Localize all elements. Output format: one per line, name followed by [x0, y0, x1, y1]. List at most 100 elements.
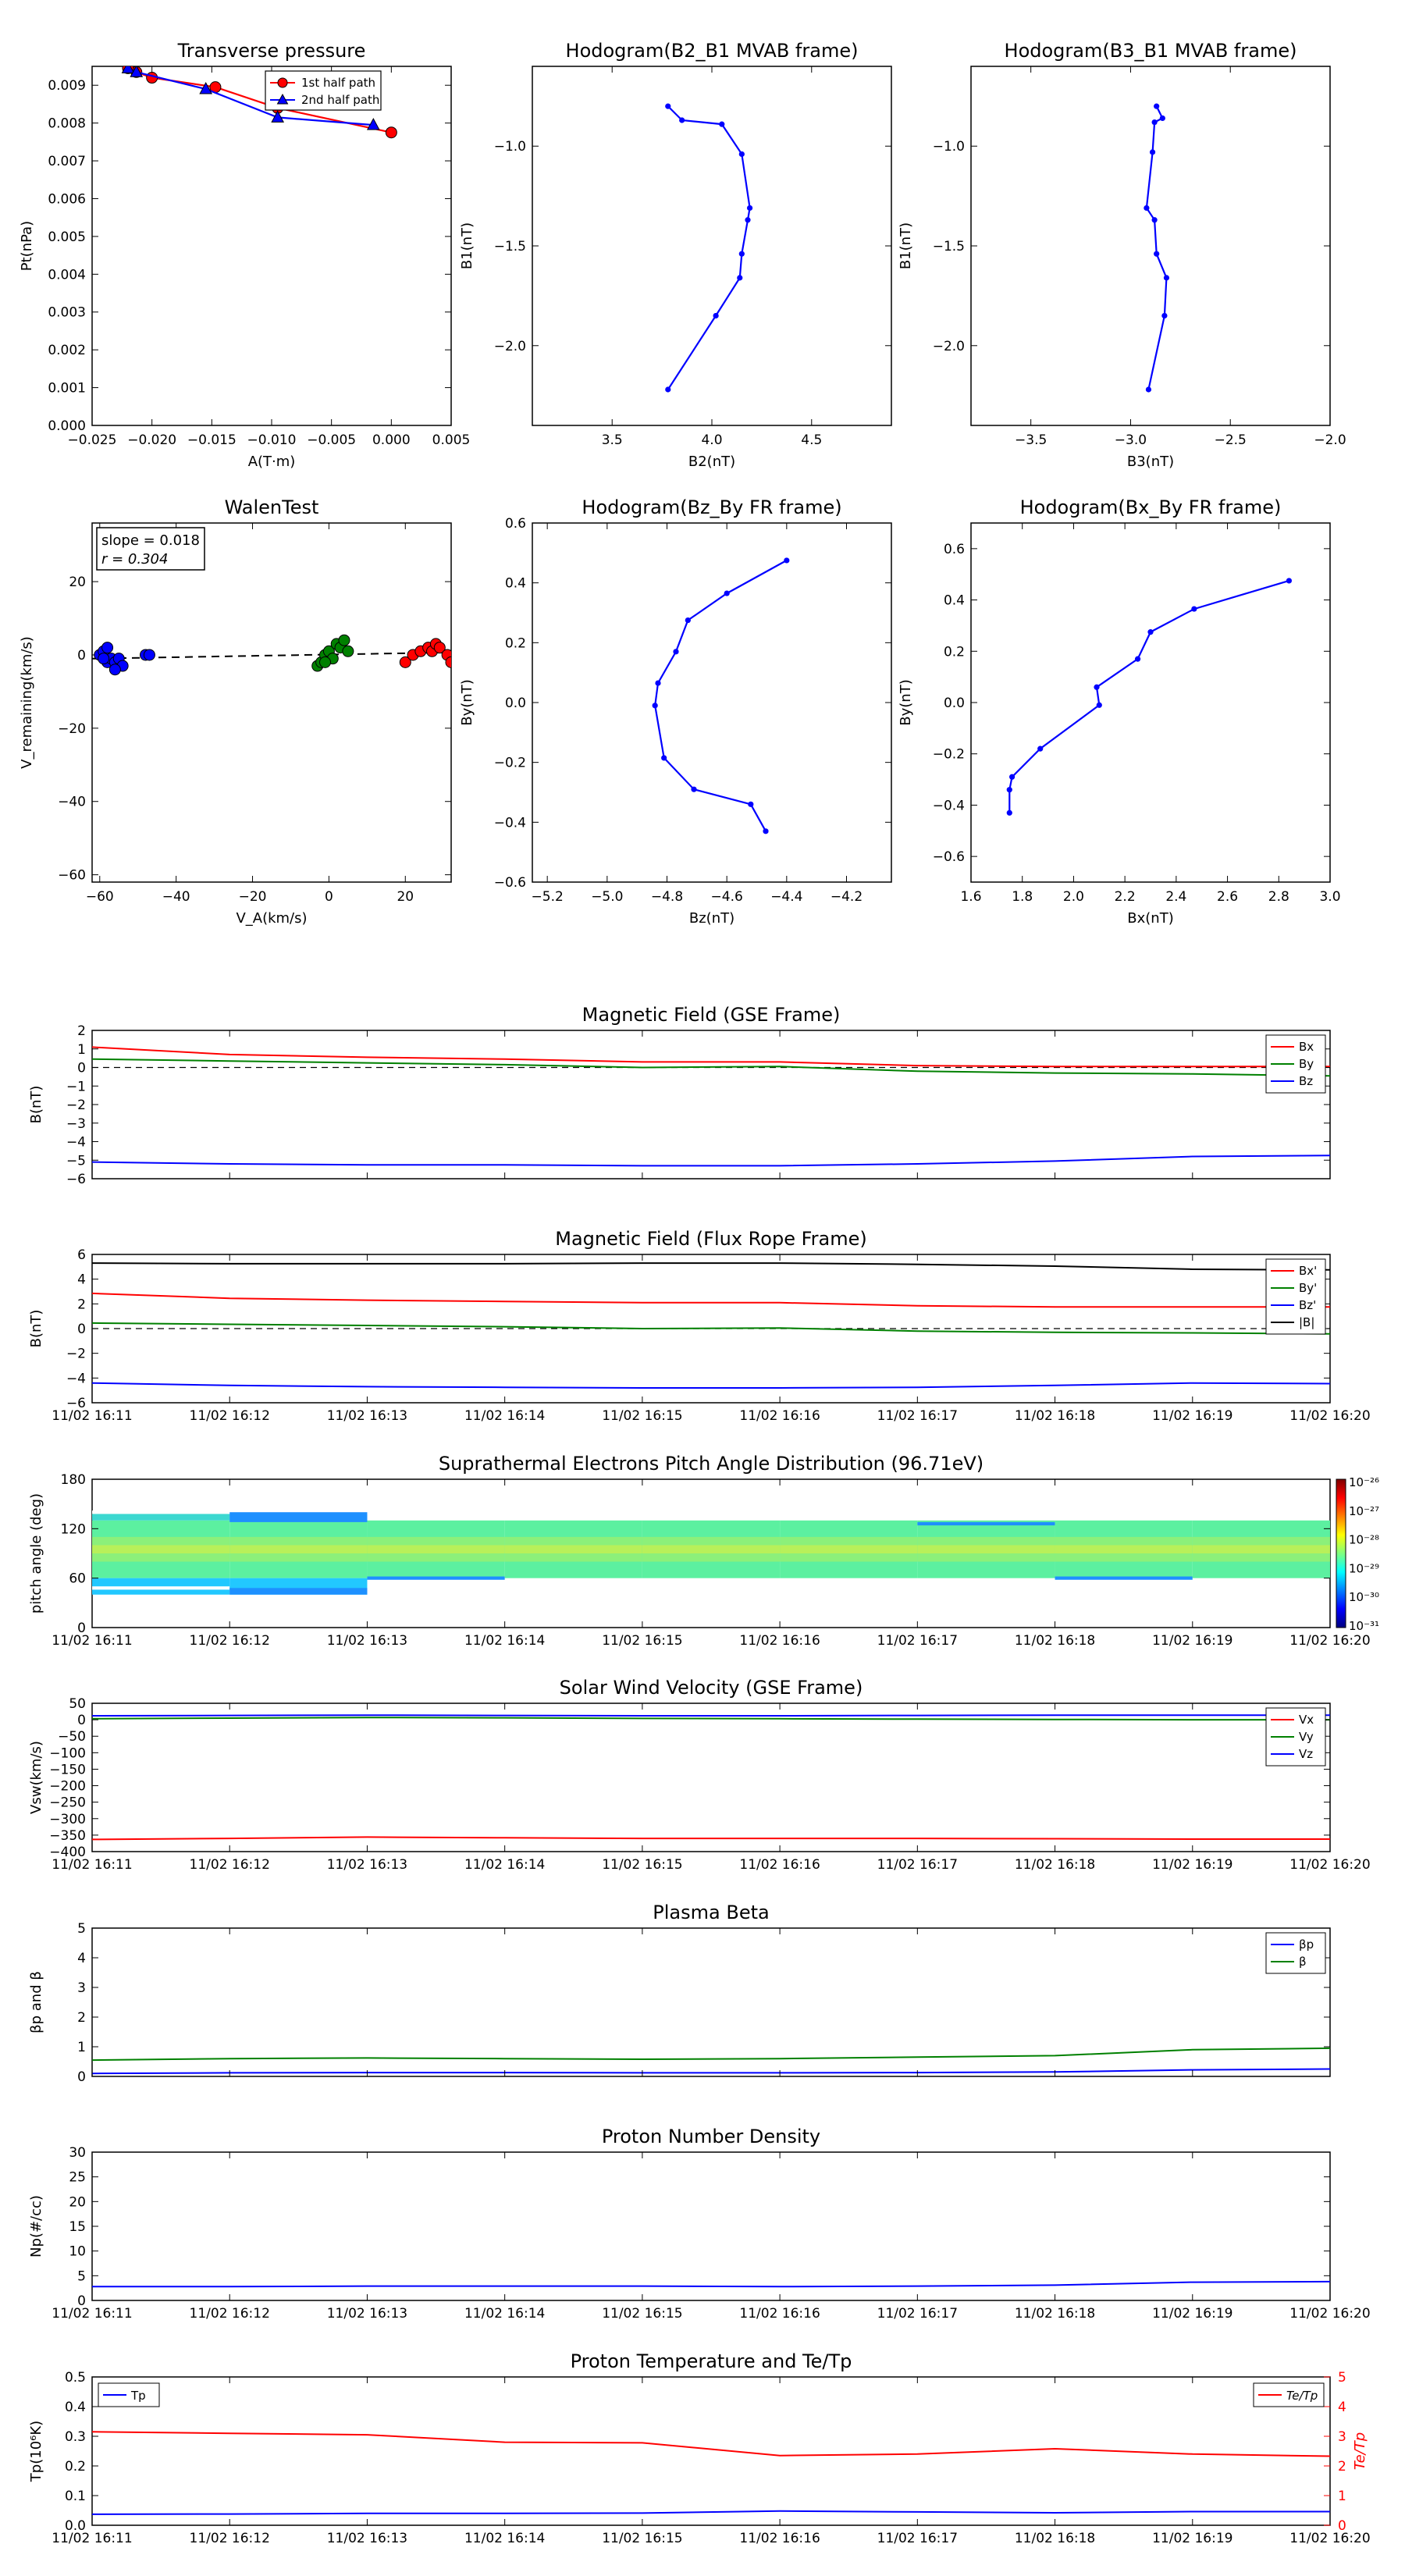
y-tick-label: 0.005: [48, 229, 86, 245]
x-tick-label: 11/02 16:15: [602, 2306, 682, 2322]
legend-label: Te/Tp: [1286, 2389, 1318, 2403]
data-point: [1151, 217, 1158, 223]
x-tick-label: 1.6: [960, 889, 981, 905]
x-tick-label: −2.0: [1314, 432, 1346, 448]
y-tick-label: 2: [77, 2010, 86, 2026]
legend: Tp Te/Tp: [98, 2382, 1325, 2407]
x-tick-label: 2.4: [1165, 889, 1186, 905]
y-tick-label: 0.0: [505, 696, 526, 711]
data-point: [655, 680, 661, 686]
data-point: [673, 649, 679, 655]
y-tick-label: 0: [77, 1322, 86, 1337]
x-tick-label: 2.8: [1268, 889, 1289, 905]
x-tick-label: −3.5: [1015, 432, 1047, 448]
x-tick-label: 11/02 16:19: [1152, 1408, 1232, 1424]
y-axis-label: βp and β: [28, 1971, 44, 2033]
y-tick-label: −4: [66, 1371, 86, 1386]
y-tick-label: −0.6: [494, 875, 526, 891]
y-tick-label: −2.0: [933, 339, 965, 354]
y-tick-label: 5: [77, 2268, 86, 2284]
x-tick-label: 11/02 16:20: [1289, 2306, 1370, 2322]
y-axis-label: B(nT): [28, 1086, 44, 1124]
y-tick-label: −1.5: [494, 239, 526, 254]
y-tick-label: −6: [66, 1396, 86, 1411]
data-point: [1159, 115, 1165, 122]
y-tick-label: −1.5: [933, 239, 965, 254]
x-tick-label: 11/02 16:11: [52, 1408, 132, 1424]
legend-label: Bz': [1299, 1298, 1316, 1312]
x-tick-label: 11/02 16:17: [877, 1633, 958, 1649]
data-point: [1151, 119, 1158, 126]
x-axis-label: V_A(km/s): [236, 910, 307, 927]
data-point: [724, 590, 730, 596]
legend-frame: [1265, 1932, 1326, 1974]
y-tick-label: 0.008: [48, 116, 86, 132]
data-point: [746, 205, 753, 212]
y-tick-label: 3: [77, 1980, 86, 1996]
y-tick-label: 0.3: [65, 2429, 86, 2445]
y-tick-label: 0.003: [48, 305, 86, 321]
heatmap-cell: [92, 1586, 230, 1590]
x-tick-label: −40: [162, 889, 190, 905]
plot-area: [92, 634, 451, 676]
plot-frame: [970, 522, 1331, 883]
x-tick-label: 11/02 16:16: [739, 1408, 820, 1424]
plot-area: [652, 557, 790, 834]
chart-title: Plasma Beta: [653, 1902, 769, 1923]
legend-label: Vz: [1299, 1747, 1313, 1761]
x-tick-label: 11/02 16:14: [464, 2531, 545, 2546]
data-point: [1154, 103, 1160, 109]
y-tick-label: 0: [77, 2293, 86, 2309]
y-tick-label: 2: [77, 1297, 86, 1312]
data-point: [385, 126, 397, 139]
y-tick-label: −6: [66, 1172, 86, 1187]
series-line: [91, 2047, 1331, 2062]
chart-title: WalenTest: [225, 496, 319, 518]
x-tick-label: 11/02 16:12: [190, 1408, 270, 1424]
y-tick-label: −150: [49, 1762, 86, 1777]
x-tick-label: −60: [86, 889, 114, 905]
legend-label: Bx: [1299, 1040, 1314, 1054]
data-point: [98, 653, 110, 665]
x-tick-label: −4.4: [770, 889, 802, 905]
y-tick-label: −4: [66, 1135, 86, 1151]
plot-frame: [532, 522, 892, 883]
x-tick-label: 2.2: [1115, 889, 1136, 905]
x-tick-label: 11/02 16:11: [52, 2531, 132, 2546]
x-tick-label: −3.0: [1115, 432, 1147, 448]
x-tick-label: 11/02 16:18: [1015, 1633, 1095, 1649]
legend: 1st half path 2nd half path: [265, 70, 382, 111]
y-tick-label: −20: [58, 721, 86, 737]
panel-solar-wind-velocity: Solar Wind Velocity (GSE Frame) 11/02 16:…: [28, 1677, 1371, 1873]
y-axis-label: By(nT): [459, 679, 475, 725]
heatmap: [92, 1510, 1330, 1595]
data-point: [719, 121, 725, 127]
x-axis-label: Bx(nT): [1127, 910, 1173, 927]
legend: Vx Vy Vz: [1265, 1707, 1326, 1767]
plot-frame: [91, 1927, 1331, 2077]
panel-proton-temperature: Proton Temperature and Te/Tp 11/02 16:11 1…: [28, 2350, 1371, 2546]
legend: βp β: [1265, 1932, 1326, 1974]
panel-magnetic-field-fr: Magnetic Field (Flux Rope Frame) 11/02 16…: [28, 1228, 1371, 1424]
x-tick-label: 0.005: [432, 432, 471, 448]
x-tick-label: −2.5: [1215, 432, 1247, 448]
x-tick-label: 11/02 16:13: [327, 1408, 407, 1424]
y-tick-label: −300: [49, 1812, 86, 1827]
x-tick-label: 11/02 16:18: [1015, 2531, 1095, 2546]
y-tick-label: 25: [69, 2170, 86, 2186]
series-line: [91, 2068, 1331, 2075]
y-tick-label: 0: [77, 2069, 86, 2085]
data-point: [784, 557, 790, 564]
legend-marker: [277, 77, 288, 88]
right-y-axis-label: Te/Tp: [1352, 2432, 1368, 2470]
data-point: [1163, 275, 1170, 281]
y-axis-label: B(nT): [28, 1310, 44, 1348]
data-point: [1037, 745, 1044, 752]
x-tick-label: 11/02 16:20: [1289, 1857, 1370, 1873]
plot-frame: [91, 522, 452, 883]
y-tick-label: −1.0: [933, 139, 965, 155]
chart-title: Hodogram(Bz_By FR frame): [582, 496, 841, 518]
data-point: [445, 656, 451, 668]
y-tick-label: 0.4: [505, 576, 526, 592]
